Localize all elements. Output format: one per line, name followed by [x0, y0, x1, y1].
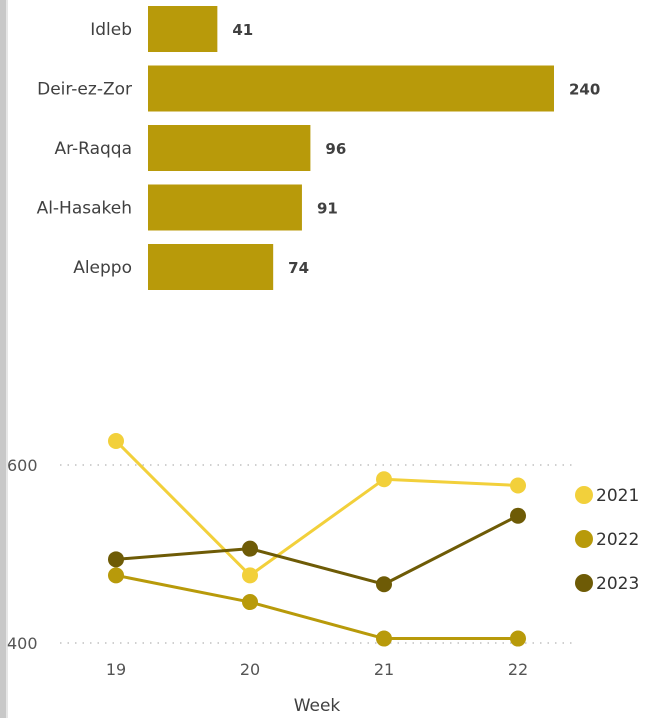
data-point-2023	[242, 540, 258, 557]
series-line-2022	[115, 573, 518, 641]
bar-deir-ez-zor	[148, 65, 554, 112]
data-label: 91	[317, 200, 338, 218]
x-axis-title: Week	[294, 696, 341, 716]
data-point-2022	[242, 594, 258, 611]
data-point-2022	[108, 567, 124, 584]
data-label: 41	[232, 21, 253, 39]
data-point-2021	[376, 471, 392, 488]
data-point-2021	[510, 477, 526, 494]
category-label: Idleb	[90, 20, 132, 40]
bar-idleb	[148, 6, 218, 52]
data-label: 96	[325, 140, 346, 158]
y-tick-label: 600	[7, 456, 38, 475]
data-point-2021	[242, 567, 258, 584]
data-label: 74	[288, 259, 309, 277]
category-label: Deir-ez-Zor	[37, 80, 132, 100]
x-tick-label: 20	[240, 660, 260, 679]
x-tick-label: 22	[508, 660, 528, 679]
data-point-2023	[108, 551, 124, 568]
data-point-2021	[108, 432, 124, 449]
y-tick-label: 400	[7, 634, 38, 653]
x-tick-label: 19	[106, 660, 126, 679]
data-point-2023	[376, 576, 392, 593]
bar-chart: Idleb 41 Deir-ez-Zor 240 Ar-Raqqa 96 Al-Hasake…	[37, 6, 600, 290]
legend-marker	[575, 486, 593, 504]
data-label: 240	[569, 81, 600, 99]
legend-label: 2021	[596, 486, 639, 506]
bar-ar-raqqa	[148, 125, 311, 171]
legend-label: 2023	[596, 574, 639, 594]
category-label: Ar-Raqqa	[54, 139, 132, 159]
data-point-2022	[376, 630, 392, 647]
series-line-2021	[114, 439, 519, 577]
left-edge-border	[0, 0, 6, 718]
legend-label: 2022	[596, 530, 639, 550]
x-tick-label: 21	[374, 660, 394, 679]
legend-marker	[575, 574, 593, 592]
data-point-2022	[510, 630, 526, 647]
legend-marker	[575, 530, 593, 548]
data-point-2023	[510, 507, 526, 524]
bar-aleppo	[148, 244, 274, 290]
bar-al-hasakeh	[148, 184, 302, 231]
left-edge-highlight	[6, 0, 8, 718]
category-label: Al-Hasakeh	[37, 199, 132, 219]
category-label: Aleppo	[73, 258, 132, 278]
series-line-2023	[115, 514, 519, 586]
